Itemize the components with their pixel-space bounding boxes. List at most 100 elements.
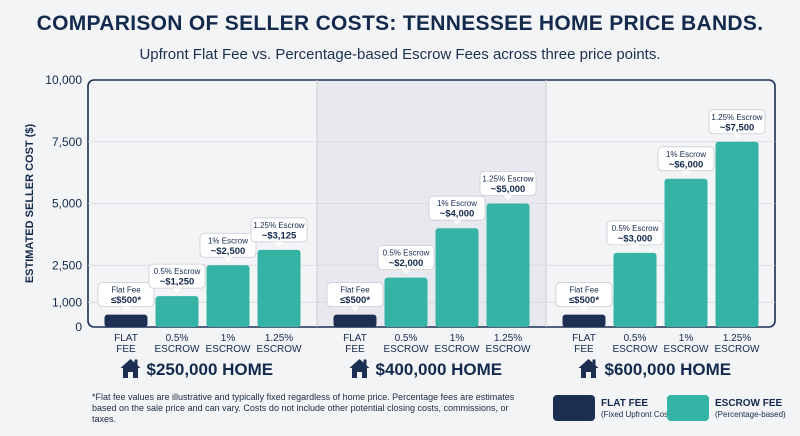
callout-pointer: [173, 288, 181, 294]
x-tick-label: ESCROW: [206, 344, 252, 355]
group-label: $400,000 HOME: [349, 359, 503, 379]
chart-title: COMPARISON OF SELLER COSTS: TENNESSEE HO…: [36, 12, 764, 35]
legend-flat: FLAT FEE (Fixed Upfront Cost): [553, 393, 673, 423]
x-tick-label: ESCROW: [664, 344, 710, 355]
callout-pointer: [351, 306, 359, 312]
data-label-value: ≤$500*: [569, 295, 599, 306]
y-tick-label: 2,500: [52, 258, 82, 272]
data-label-name: Flat Fee: [340, 286, 370, 295]
x-tick-label: ESCROW: [435, 344, 481, 355]
x-tick-label: ESCROW: [155, 344, 201, 355]
legend-escrow-desc: (Percentage-based): [715, 409, 786, 419]
x-tick-label: ESCROW: [715, 344, 761, 355]
data-label-name: 1.25% Escrow: [711, 113, 762, 122]
data-label-callout: 1.25% Escrow~$7,500: [708, 109, 766, 139]
bar: [333, 314, 377, 327]
callout-pointer: [122, 306, 130, 312]
legend-escrow: ESCROW FEE (Percentage-based): [667, 393, 786, 423]
x-tick-label: FLAT: [572, 333, 596, 344]
data-label-name: 1% Escrow: [666, 150, 706, 159]
bar-chart: 0 1,000 2,500 5,000 7,500 10,000 ESTIMATED SEL…: [24, 73, 776, 379]
bar: [104, 314, 148, 327]
data-label-callout: 1% Escrow~$2,500: [199, 232, 257, 263]
bar: [613, 252, 657, 327]
data-label-name: 1.25% Escrow: [253, 221, 304, 230]
house-chimney: [134, 359, 138, 366]
data-label-callout: Flat Fee≤$500*: [555, 282, 613, 312]
data-label-name: 1% Escrow: [437, 199, 477, 208]
bar: [664, 178, 708, 327]
x-tick-label: 0.5%: [624, 333, 647, 344]
data-label-value: ~$5,000: [491, 184, 526, 195]
x-tick-label: 1%: [679, 333, 694, 344]
legend-flat-title: FLAT FEE: [601, 397, 649, 409]
x-tick-label: FEE: [345, 344, 365, 355]
data-label-callout: Flat Fee≤$500*: [97, 282, 155, 312]
x-tick-label: ESCROW: [486, 344, 532, 355]
callout-pointer: [504, 195, 512, 201]
data-label-callout: 1% Escrow~$4,000: [428, 195, 486, 226]
bar: [435, 228, 479, 327]
data-label-value: ~$4,000: [440, 209, 475, 220]
x-tick-label: 1%: [221, 333, 236, 344]
bar: [206, 265, 250, 327]
legend-escrow-title: ESCROW FEE: [715, 397, 783, 409]
data-label-callout: 0.5% Escrow~$1,250: [148, 263, 206, 294]
group-title: $400,000 HOME: [376, 360, 503, 379]
data-label-callout: 0.5% Escrow~$2,000: [377, 245, 435, 275]
data-label-name: 1% Escrow: [208, 236, 248, 245]
bar: [384, 277, 428, 327]
y-tick-label: 0: [75, 320, 82, 334]
bar: [562, 314, 606, 327]
x-tick-label: FEE: [116, 344, 136, 355]
data-label-value: ~$3,000: [618, 233, 653, 244]
data-label-name: 1.25% Escrow: [482, 175, 533, 184]
data-label-callout: 0.5% Escrow~$3,000: [606, 220, 664, 250]
x-tick-label: FLAT: [114, 333, 138, 344]
callout-pointer: [275, 241, 283, 247]
legend-flat-desc: (Fixed Upfront Cost): [601, 409, 674, 419]
x-tick-label: 0.5%: [395, 333, 418, 344]
y-tick-label: 1,000: [52, 295, 82, 309]
bar: [155, 296, 199, 327]
house-icon: [349, 359, 370, 378]
data-label-value: ~$1,250: [160, 277, 195, 288]
x-tick-label: 1.25%: [265, 333, 293, 344]
x-tick-label: 1.25%: [723, 333, 751, 344]
chart-subtitle: Upfront Flat Fee vs. Percentage-based Es…: [139, 46, 661, 63]
y-tick-label: 7,500: [52, 135, 82, 149]
data-label-value: ~$6,000: [669, 159, 704, 170]
house-icon: [120, 359, 141, 378]
x-tick-label: ESCROW: [384, 344, 430, 355]
data-label-name: Flat Fee: [569, 286, 599, 295]
x-tick-label: ESCROW: [257, 344, 303, 355]
group-title: $250,000 HOME: [147, 360, 274, 379]
data-label-name: Flat Fee: [111, 286, 141, 295]
legend-flat-swatch: [553, 395, 595, 421]
legend-escrow-swatch: [667, 395, 709, 421]
data-label-value: ~$3,125: [262, 230, 297, 241]
x-tick-label: ESCROW: [613, 344, 659, 355]
callout-pointer: [580, 306, 588, 312]
bar: [257, 249, 301, 327]
callout-pointer: [453, 220, 461, 226]
x-tick-label: 1.25%: [494, 333, 522, 344]
data-label-name: 0.5% Escrow: [612, 224, 659, 233]
y-axis-label: ESTIMATED SELLER COST ($): [24, 124, 36, 284]
house-chimney: [363, 359, 367, 366]
y-tick-label: 5,000: [52, 197, 82, 211]
data-label-callout: 1% Escrow~$6,000: [657, 146, 715, 176]
data-label-value: ~$7,500: [720, 122, 755, 133]
callout-pointer: [402, 269, 410, 275]
data-label-value: ~$2,000: [389, 258, 424, 269]
house-chimney: [592, 359, 596, 366]
data-label-callout: 1.25% Escrow~$5,000: [479, 171, 537, 201]
bar: [715, 141, 759, 327]
bar: [486, 203, 530, 327]
data-label-callout: Flat Fee≤$500*: [326, 282, 384, 312]
callout-pointer: [224, 257, 232, 263]
group-label: $600,000 HOME: [578, 359, 731, 379]
